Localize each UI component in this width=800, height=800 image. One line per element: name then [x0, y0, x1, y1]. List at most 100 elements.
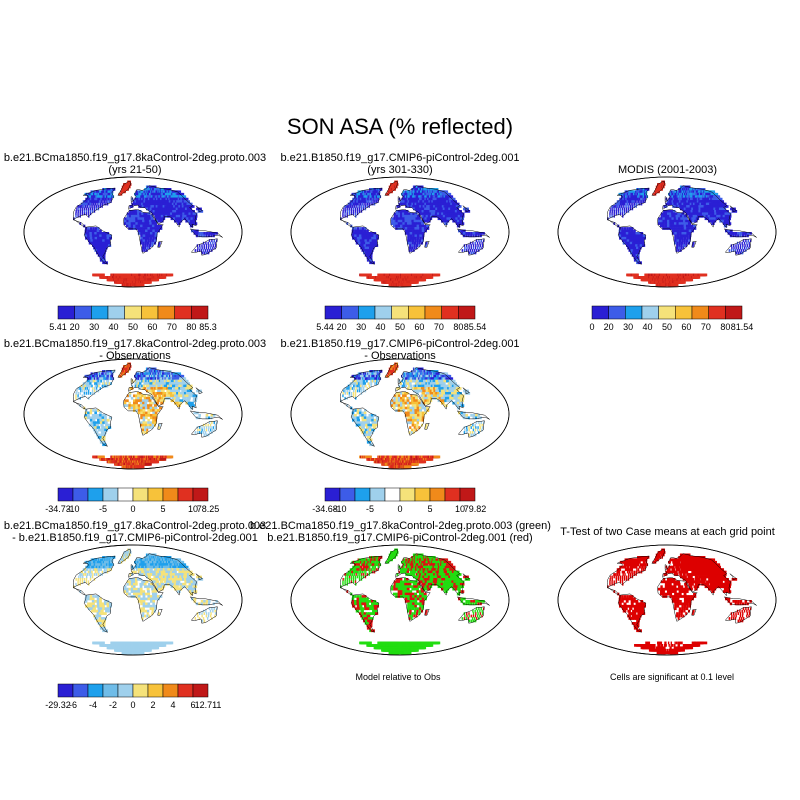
grid-cell	[149, 379, 153, 383]
grid-cell	[209, 241, 212, 245]
grid-cell	[127, 367, 129, 371]
grid-cell	[140, 414, 143, 417]
grid-cell	[420, 222, 424, 225]
grid-cell	[409, 273, 412, 277]
grid-cell	[689, 219, 693, 223]
grid-cell	[208, 232, 211, 235]
grid-cell	[358, 234, 362, 238]
grid-cell	[436, 214, 441, 218]
grid-cell	[104, 377, 107, 381]
grid-cell	[678, 239, 682, 243]
grid-cell	[404, 273, 406, 277]
grid-cell	[670, 202, 673, 206]
grid-cell	[400, 212, 403, 216]
grid-cell	[203, 251, 206, 255]
grid-cell	[147, 232, 151, 235]
grid-cell	[158, 241, 161, 245]
grid-cell	[688, 229, 692, 233]
grid-cell	[673, 197, 677, 201]
grid-cell	[439, 217, 444, 221]
grid-cell	[358, 232, 362, 235]
grid-cell	[442, 214, 447, 218]
grid-cell	[669, 214, 672, 218]
coastline	[729, 205, 737, 213]
grid-cell	[700, 273, 708, 277]
grid-cell	[734, 232, 738, 235]
grid-cell	[417, 185, 424, 189]
grid-cell	[189, 210, 195, 213]
grid-cell	[633, 205, 636, 208]
grid-cell	[623, 234, 627, 238]
grid-cell	[434, 214, 438, 218]
grid-cell	[686, 205, 690, 208]
grid-cell	[742, 244, 744, 247]
grid-cell	[103, 414, 107, 417]
grid-cell	[635, 232, 639, 235]
grid-cell	[675, 273, 678, 277]
grid-cell	[639, 195, 642, 199]
grid-cell	[670, 195, 673, 199]
grid-cell	[388, 190, 390, 194]
grid-cell	[659, 188, 662, 191]
grid-cell	[142, 239, 145, 243]
grid-cell	[671, 192, 674, 196]
grid-cell	[427, 219, 431, 223]
grid-cell	[205, 241, 207, 245]
grid-cell	[406, 214, 410, 218]
grid-cell	[93, 241, 97, 245]
grid-cell	[210, 416, 213, 420]
grid-cell	[99, 418, 103, 422]
grid-cell	[160, 210, 165, 213]
grid-cell	[369, 239, 373, 243]
grid-cell	[717, 200, 725, 203]
grid-cell	[354, 212, 357, 216]
grid-cell	[88, 205, 90, 208]
grid-cell	[144, 224, 148, 228]
grid-cell	[142, 421, 145, 425]
grid-cell	[397, 276, 400, 279]
grid-cell	[418, 219, 422, 223]
grid-cell	[368, 236, 372, 240]
grid-cell	[663, 185, 665, 189]
grid-cell	[413, 217, 417, 221]
grid-cell	[176, 401, 180, 405]
colorbar-swatch	[324, 305, 342, 320]
grid-cell	[106, 379, 108, 383]
grid-cell	[393, 212, 397, 216]
grid-cell	[91, 379, 95, 383]
grid-cell	[671, 212, 674, 216]
colorbar-label: 85.54	[464, 322, 487, 332]
grid-cell	[371, 236, 375, 240]
grid-cell	[183, 217, 188, 221]
grid-cell	[373, 234, 377, 238]
grid-cell	[411, 239, 415, 243]
grid-cell	[468, 244, 470, 247]
grid-cell	[626, 200, 629, 203]
grid-cell	[154, 409, 158, 412]
colorbar-label: 60	[681, 322, 691, 332]
grid-cell	[460, 232, 464, 235]
grid-cell	[75, 212, 77, 216]
grid-cell	[682, 219, 686, 223]
panel-title-p5: b.e21.B1850.f19_g17.CMIP6-piControl-2deg…	[280, 338, 520, 362]
grid-cell	[398, 205, 401, 208]
grid-cell	[364, 236, 368, 240]
grid-cell	[665, 210, 668, 213]
grid-cell	[356, 207, 359, 211]
grid-cell	[363, 234, 367, 238]
grid-cell	[135, 200, 139, 203]
grid-cell	[131, 273, 133, 277]
grid-cell	[402, 273, 405, 277]
grid-cell	[397, 224, 401, 228]
grid-cell	[662, 227, 665, 230]
grid-cell	[138, 197, 141, 201]
grid-cell	[89, 418, 94, 422]
grid-cell	[689, 212, 693, 216]
grid-cell	[101, 195, 105, 199]
grid-cell	[122, 188, 124, 191]
grid-cell	[363, 251, 367, 255]
grid-cell	[469, 249, 472, 252]
grid-cell	[393, 214, 396, 218]
grid-cell	[101, 416, 105, 420]
grid-cell	[671, 214, 674, 218]
